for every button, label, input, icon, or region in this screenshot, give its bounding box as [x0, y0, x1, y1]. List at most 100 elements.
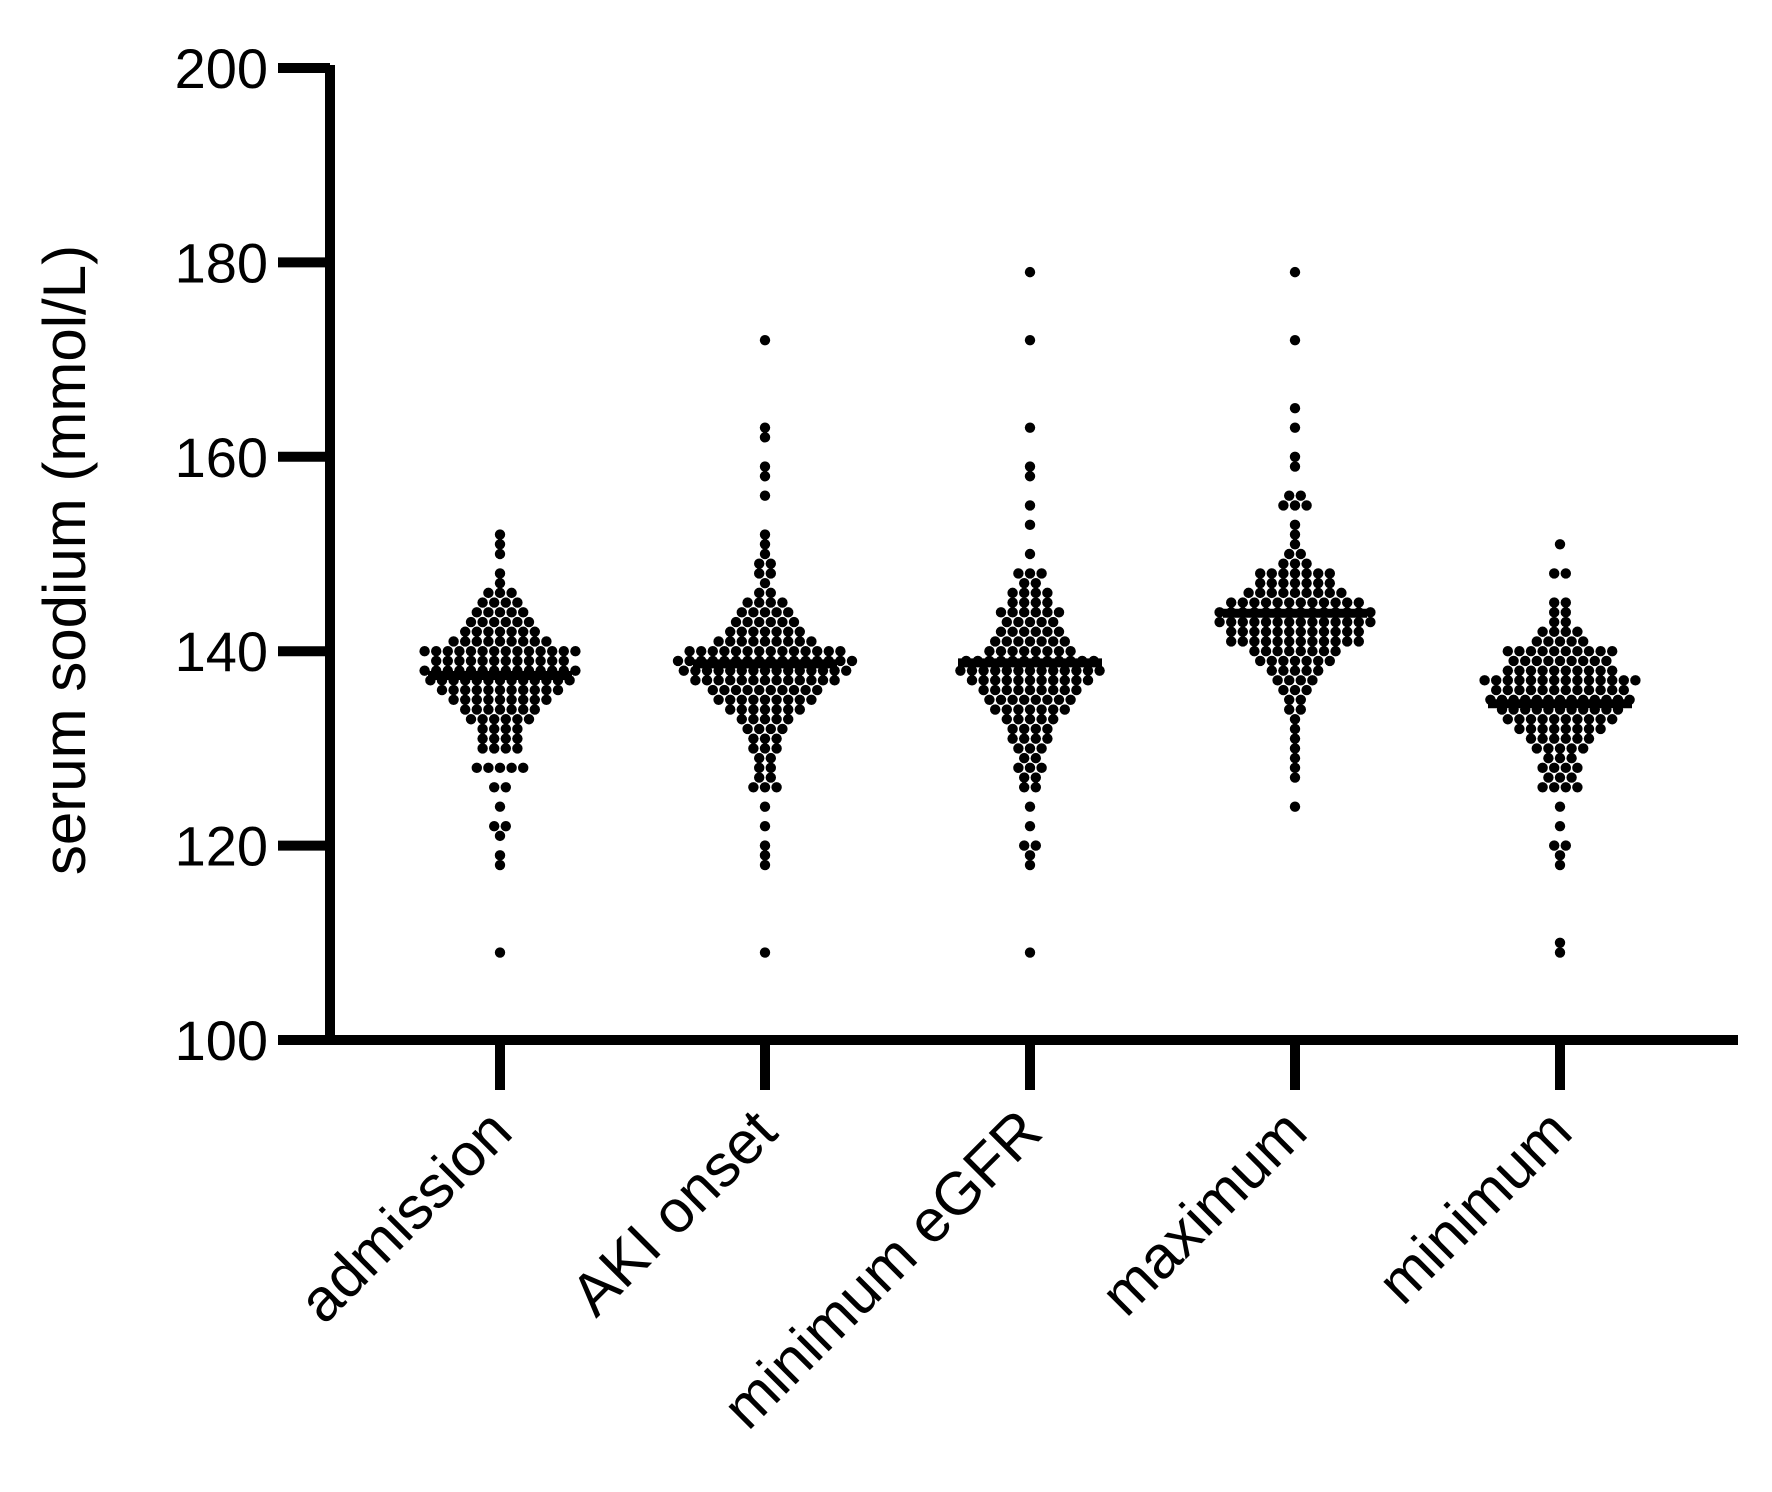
- data-point: [494, 762, 506, 774]
- data-point: [713, 636, 724, 647]
- data-point: [1353, 636, 1365, 647]
- data-point: [506, 636, 517, 647]
- data-point: [783, 675, 794, 686]
- data-point: [1560, 568, 1572, 579]
- data-point: [759, 461, 771, 472]
- data-point: [1525, 684, 1537, 696]
- data-point: [1278, 665, 1289, 676]
- data-point: [1013, 616, 1024, 628]
- data-point: [1036, 616, 1047, 628]
- data-point: [800, 646, 811, 657]
- data-point: [1018, 607, 1030, 618]
- data-point: [742, 616, 753, 628]
- data-point: [1307, 636, 1318, 647]
- data-point: [1053, 626, 1065, 637]
- data-point: [841, 665, 852, 676]
- data-point: [1537, 782, 1548, 793]
- data-point: [955, 665, 966, 676]
- data-point: [1030, 646, 1042, 657]
- data-point: [1260, 626, 1272, 637]
- data-point: [794, 626, 805, 637]
- data-point: [1042, 733, 1053, 744]
- data-point: [1024, 704, 1036, 715]
- data-point: [1059, 665, 1071, 676]
- data-point: [984, 694, 995, 705]
- data-point: [1630, 675, 1641, 686]
- data-point: [471, 694, 482, 705]
- data-point: [748, 626, 759, 637]
- data-point: [736, 675, 747, 686]
- data-point: [1266, 665, 1278, 676]
- data-point: [460, 626, 471, 637]
- data-point: [465, 646, 477, 657]
- data-point: [1053, 694, 1065, 705]
- data-point: [1024, 947, 1036, 958]
- data-point: [835, 655, 846, 667]
- data-point: [494, 704, 506, 715]
- data-point: [1554, 850, 1566, 861]
- axes-layer: [278, 63, 1738, 1090]
- data-point: [1030, 772, 1042, 783]
- data-point: [1255, 587, 1266, 599]
- data-point: [1543, 772, 1554, 783]
- data-point: [494, 539, 506, 550]
- data-point: [1284, 616, 1295, 628]
- data-point: [1583, 675, 1595, 686]
- data-point: [678, 665, 689, 676]
- data-point: [1295, 675, 1307, 686]
- data-point: [477, 646, 488, 657]
- data-point: [1342, 636, 1353, 647]
- data-point: [777, 646, 788, 657]
- data-point: [431, 646, 442, 657]
- data-point: [1525, 665, 1537, 676]
- data-point: [1284, 694, 1295, 705]
- data-point: [823, 646, 834, 657]
- data-point: [1549, 568, 1560, 579]
- data-point: [748, 714, 759, 725]
- data-point: [1318, 626, 1330, 637]
- data-point: [765, 762, 776, 774]
- data-point: [713, 694, 724, 705]
- data-point: [570, 665, 581, 676]
- data-point: [1520, 655, 1531, 667]
- data-point: [1018, 752, 1030, 764]
- data-point: [1514, 675, 1525, 686]
- data-point: [541, 636, 552, 647]
- data-point: [1013, 762, 1024, 774]
- data-point: [1007, 733, 1018, 744]
- data-point: [984, 646, 995, 657]
- data-point: [1583, 723, 1595, 735]
- data-point: [454, 646, 465, 657]
- data-point: [759, 782, 771, 793]
- data-point: [1560, 782, 1572, 793]
- data-point: [771, 607, 782, 618]
- data-point: [489, 723, 500, 735]
- data-point: [483, 694, 494, 705]
- data-point: [1502, 665, 1514, 676]
- data-point: [1295, 646, 1307, 657]
- data-point: [1578, 743, 1589, 754]
- data-point: [1013, 684, 1024, 696]
- data-point: [1013, 675, 1024, 686]
- data-point: [1583, 714, 1595, 725]
- data-point: [1289, 500, 1301, 511]
- data-point: [1272, 626, 1283, 637]
- data-point: [471, 762, 482, 774]
- data-point: [465, 655, 477, 667]
- data-point: [1048, 636, 1059, 647]
- data-point: [1278, 684, 1289, 696]
- data-point: [1048, 665, 1059, 676]
- data-point: [1560, 597, 1572, 608]
- data-point: [1059, 636, 1071, 647]
- data-point: [1554, 655, 1566, 667]
- data-point: [800, 684, 811, 696]
- data-point: [1554, 947, 1566, 958]
- data-point: [759, 626, 771, 637]
- data-point: [759, 840, 771, 851]
- data-point: [1065, 646, 1076, 657]
- data-point: [1289, 587, 1301, 599]
- data-point: [794, 704, 805, 715]
- data-point: [419, 665, 430, 676]
- data-point: [558, 655, 569, 667]
- data-point: [1284, 597, 1295, 608]
